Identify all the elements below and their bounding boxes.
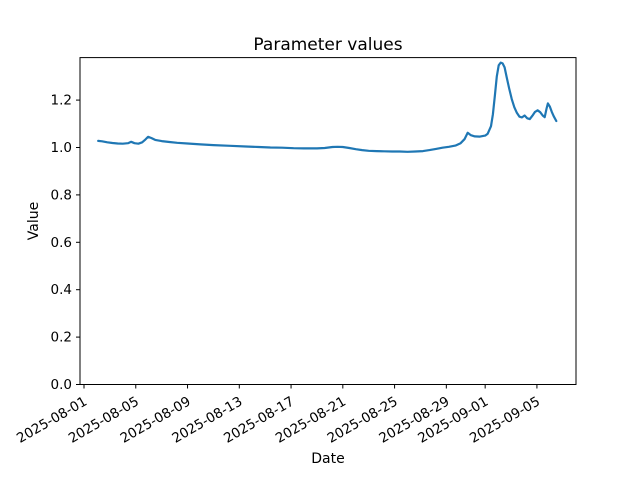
x-axis-label: Date — [311, 451, 344, 467]
y-tick-label: 0.4 — [51, 282, 72, 298]
chart-title: Parameter values — [253, 35, 402, 55]
y-tick-label: 0.6 — [51, 235, 72, 251]
y-tick-label: 0.8 — [51, 187, 72, 203]
x-axis-ticks: 2025-08-012025-08-052025-08-092025-08-13… — [14, 384, 543, 447]
y-tick-label: 0.2 — [51, 330, 72, 346]
y-axis-ticks: 0.0 0.2 0.4 0.6 0.8 1.0 1.2 — [51, 93, 80, 393]
series-line — [97, 61, 558, 153]
y-tick-label: 1.2 — [51, 93, 72, 109]
y-axis-label: Value — [26, 202, 42, 240]
plot-area-border — [79, 57, 577, 385]
y-tick-label: 0.0 — [51, 377, 72, 393]
y-tick-label: 1.0 — [51, 140, 72, 156]
